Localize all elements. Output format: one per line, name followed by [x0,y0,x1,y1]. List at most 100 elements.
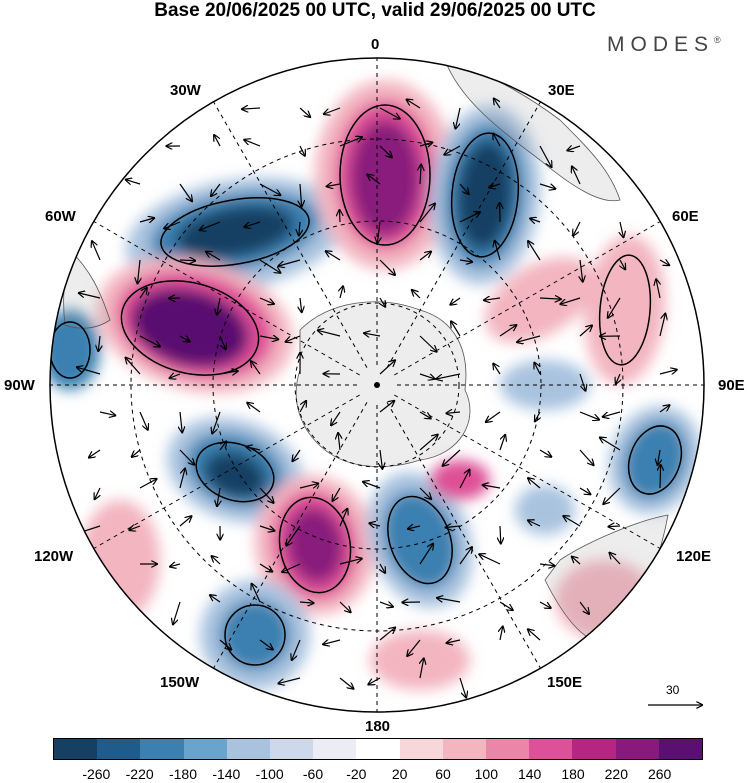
wind-vector [379,401,394,413]
wind-vector [568,146,581,150]
wind-vector [459,470,469,489]
wind-vector [419,373,434,379]
wind-vector [528,478,541,489]
wind-vector [251,361,261,375]
wind-vector [609,526,621,527]
wind-vector [139,335,160,346]
colorbar-swatch [270,739,314,759]
colorbar-tick-label: 140 [517,766,542,782]
map-title: Base 20/06/2025 00 UTC, valid 29/06/2025… [154,0,596,21]
wind-vector [486,411,501,422]
colorbar-swatch [529,739,573,759]
land-mass [63,59,669,642]
wind-vector [130,526,141,530]
wind-vector [445,145,461,155]
colorbar-swatch [356,739,400,759]
streamline [224,604,286,666]
wind-vector [407,100,421,109]
wind-vector [603,411,621,417]
height-anomaly-area [382,491,458,589]
south-pole-marker [374,382,380,388]
colorbar-swatch [226,739,271,759]
wind-vector [659,260,669,265]
wind-vector [573,221,581,235]
wind-vector [579,449,593,465]
colorbar-swatch [658,739,703,759]
height-anomaly-area [515,485,575,535]
wind-vector [340,287,343,299]
wind-vector [318,330,341,337]
wind-vector [380,297,385,307]
wind-vector [528,629,541,641]
colorbar [53,738,703,760]
wind-vector [451,297,461,305]
wind-vector [419,252,431,261]
streamline [627,425,683,495]
wind-vector [499,435,505,451]
wind-vector [579,411,599,420]
wind-vector [331,411,341,425]
wind-vector [299,221,300,235]
wind-vector [259,487,274,503]
wind-vector [660,465,661,489]
vector-scale-label: 30 [666,683,680,697]
wind-vector [451,322,461,337]
wind-vector [259,297,274,304]
wind-vector [299,107,310,117]
wind-vector [579,487,590,494]
wind-vector [340,210,341,223]
wind-vector [608,297,621,318]
wind-vector [368,175,381,185]
wind-vector [339,559,362,565]
wind-vector [561,297,581,304]
wind-vector [247,403,261,413]
wind-vector [459,260,472,262]
colorbar-tick-label: -260 [82,766,111,782]
wind-vector [179,469,185,489]
wind-vector [500,627,503,641]
wind-vector [339,601,351,612]
colorbar-tick-label: 100 [474,766,498,782]
wind-vector [579,601,589,614]
wind-vector [572,557,581,565]
colorbar-swatch [183,739,227,759]
wind-vector [244,140,261,147]
wind-vector [408,526,421,529]
colorbar-swatch [97,739,141,759]
wind-vector [419,411,431,418]
wind-vector [604,487,621,504]
wind-vector [259,183,280,195]
meridian-line [93,394,360,549]
wind-vector [242,108,261,109]
wind-vector [217,487,220,506]
meridian-line [213,402,368,669]
wind-vector [219,335,226,349]
streamline [160,197,310,267]
wind-vector [379,107,400,119]
colorbar-swatch [399,739,443,759]
wind-vector [370,523,381,526]
wind-vector [535,411,540,421]
wind-vector [659,370,677,374]
colorbar-swatch [140,739,184,759]
wind-vector [179,183,192,201]
wind-vector [443,449,461,466]
wind-vector [259,563,272,572]
wind-vector [493,134,501,147]
wind-vector [377,221,380,243]
wind-vector [499,325,516,337]
colorbar-swatch [615,739,659,759]
lon-label-90e: 90E [718,377,745,394]
wind-vector [200,221,221,230]
wind-vector [539,601,551,608]
streamline [598,254,652,366]
wind-vector [535,363,541,375]
map-border [49,57,705,713]
wind-vector [79,293,101,299]
height-anomaly-area [204,451,266,499]
wind-vector [138,259,141,283]
wind-vector [245,221,261,227]
wind-vector [456,107,461,128]
colorbar-tick-label: -180 [168,766,198,782]
height-anomaly-area [175,205,295,259]
